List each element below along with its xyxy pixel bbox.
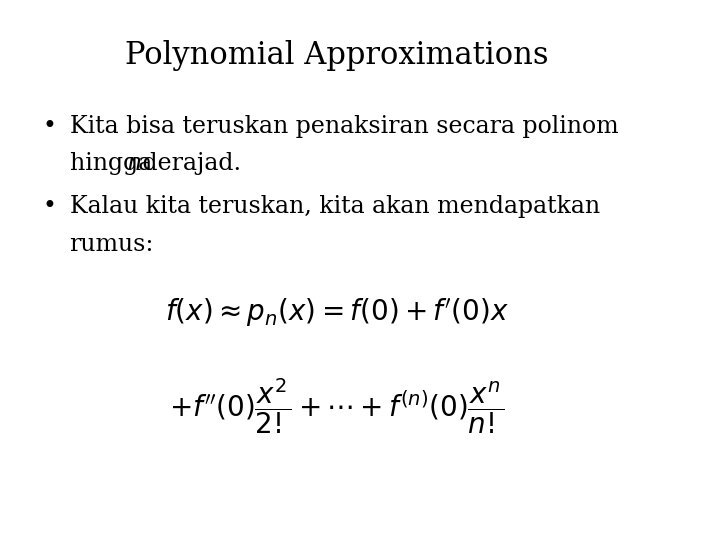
Text: $+ f''(0)\dfrac{x^2}{2!} + \cdots + f^{(n)}(0)\dfrac{x^n}{n!}$: $+ f''(0)\dfrac{x^2}{2!} + \cdots + f^{(… [169,377,504,436]
Text: Polynomial Approximations: Polynomial Approximations [125,40,549,71]
Text: $f(x) \approx p_n(x) = f(0) + f'(0)x$: $f(x) \approx p_n(x) = f(0) + f'(0)x$ [165,296,509,329]
Text: Kita bisa teruskan penaksiran secara polinom: Kita bisa teruskan penaksiran secara pol… [70,115,618,138]
Text: •: • [43,195,57,218]
Text: •: • [43,115,57,138]
Text: rumus:: rumus: [70,233,154,255]
Text: Kalau kita teruskan, kita akan mendapatkan: Kalau kita teruskan, kita akan mendapatk… [70,195,600,218]
Text: derajad.: derajad. [135,152,241,176]
Text: hingga: hingga [70,152,159,176]
Text: n: n [127,152,142,176]
